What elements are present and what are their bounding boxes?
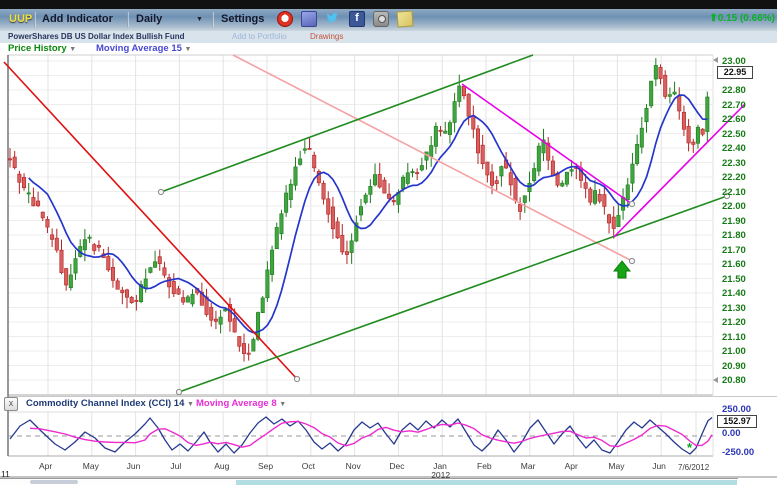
chart-cube-icon[interactable] [301, 11, 317, 27]
price-tick-label: 22.60 [722, 114, 746, 125]
chevron-down-icon[interactable]: ▼ [279, 401, 287, 408]
horizontal-scrollbar[interactable] [0, 478, 738, 485]
green-asterisk-marker: * [687, 440, 693, 455]
period-dropdown[interactable]: Daily [136, 13, 163, 25]
price-tick-label: 21.70 [722, 244, 746, 256]
month-label: Oct [301, 461, 316, 471]
month-label: Jun [126, 461, 141, 471]
cci-panel-header: x Commodity Channel Index (CCI) 14 ▼ Mov… [0, 397, 777, 411]
month-label: Feb [477, 461, 492, 471]
cci-tick-label: -250.00 [722, 447, 755, 458]
price-tick-label: 22.40 [722, 143, 746, 154]
price-tick-label: 21.50 [722, 273, 746, 285]
price-tick-label: 22.80 [722, 85, 746, 96]
low-marker-icon [713, 377, 718, 383]
chevron-down-icon[interactable]: ▼ [69, 46, 77, 53]
twitter-icon[interactable] [325, 11, 339, 25]
subheader-bar: PowerShares DB US Dollar Index Bullish F… [0, 31, 777, 43]
month-label: Jul [170, 461, 182, 471]
high-marker-icon [713, 57, 718, 63]
price-tick-label: 22.30 [722, 157, 746, 169]
alarm-clock-icon[interactable] [277, 11, 293, 27]
cci-ma-dropdown[interactable]: Moving Average 8 ▼ [196, 398, 287, 409]
toolbar-separator [212, 12, 214, 27]
cci-tick-label: 0.00 [722, 428, 741, 439]
moving-average-15-dropdown[interactable]: Moving Average 15 ▼ [96, 43, 192, 54]
drawings-link[interactable]: Drawings [310, 32, 344, 41]
toolbar-separator [127, 12, 129, 27]
chevron-down-icon[interactable]: ▼ [196, 16, 203, 23]
price-tick-label: 22.20 [722, 172, 746, 183]
add-to-portfolio-link[interactable]: Add to Portfolio [232, 32, 287, 41]
price-tick-label: 22.00 [722, 201, 746, 212]
year-label: 2012 [431, 470, 451, 480]
window-top-strip [0, 0, 777, 9]
chevron-down-icon[interactable]: ▼ [187, 401, 194, 408]
price-tick-label: 21.10 [722, 331, 746, 343]
price-tick-label: 21.20 [722, 317, 746, 328]
left-year-fragment: 11 [1, 469, 10, 479]
price-history-dropdown[interactable]: Price History ▼ [8, 43, 77, 54]
price-tick-label: 20.90 [722, 360, 746, 372]
price-tick-label: 21.60 [722, 259, 746, 270]
month-label: Apr [564, 461, 578, 471]
facebook-icon[interactable]: f [349, 11, 365, 27]
price-tick-label: 20.80 [722, 375, 746, 386]
settings-button[interactable]: Settings [221, 13, 265, 25]
price-tick-label: 21.90 [722, 215, 746, 227]
up-arrow-icon: ⬆ [709, 13, 718, 24]
chevron-down-icon[interactable]: ▼ [184, 46, 192, 53]
current-price-box: 22.95 [717, 66, 753, 79]
last-date-label: 7/6/2012 [678, 463, 710, 472]
month-label: Aug [214, 461, 230, 471]
close-icon[interactable]: x [4, 397, 18, 411]
price-tick-label: 21.30 [722, 302, 746, 314]
scrollbar-range [236, 480, 737, 485]
month-label: Jun [652, 461, 666, 471]
camera-icon[interactable] [373, 11, 389, 27]
price-tick-label: 21.00 [722, 346, 746, 357]
month-label: Nov [345, 461, 361, 471]
month-label: Mar [520, 461, 536, 471]
price-tick-label: 22.70 [722, 99, 746, 111]
month-label: May [608, 461, 625, 471]
symbol-label: UUP [9, 13, 33, 25]
month-label: Sep [258, 461, 274, 471]
cci-indicator-dropdown[interactable]: Commodity Channel Index (CCI) 14 ▼ [26, 398, 194, 409]
month-label: Apr [39, 461, 53, 471]
fund-name: PowerShares DB US Dollar Index Bullish F… [8, 32, 185, 41]
price-tick-label: 22.50 [722, 128, 746, 140]
price-change-badge: ⬆0.15 (0.66%) [709, 13, 775, 24]
add-indicator-button[interactable]: Add Indicator [42, 13, 113, 25]
month-label: Jan [433, 461, 447, 471]
price-tick-label: 22.10 [722, 186, 746, 198]
month-label: May [82, 461, 99, 471]
scrollbar-thumb[interactable] [30, 480, 78, 484]
toolbar-separator [34, 12, 36, 27]
price-tick-label: 23.00 [722, 56, 746, 67]
price-tick-label: 21.40 [722, 288, 746, 299]
month-label: Dec [389, 461, 405, 471]
cci-tick-label: 250.00 [722, 404, 752, 415]
overlay-selector-bar: Price History ▼ Moving Average 15 ▼ [0, 43, 777, 55]
price-tick-label: 21.80 [722, 230, 746, 241]
cci-value-box: 152.97 [717, 415, 757, 428]
